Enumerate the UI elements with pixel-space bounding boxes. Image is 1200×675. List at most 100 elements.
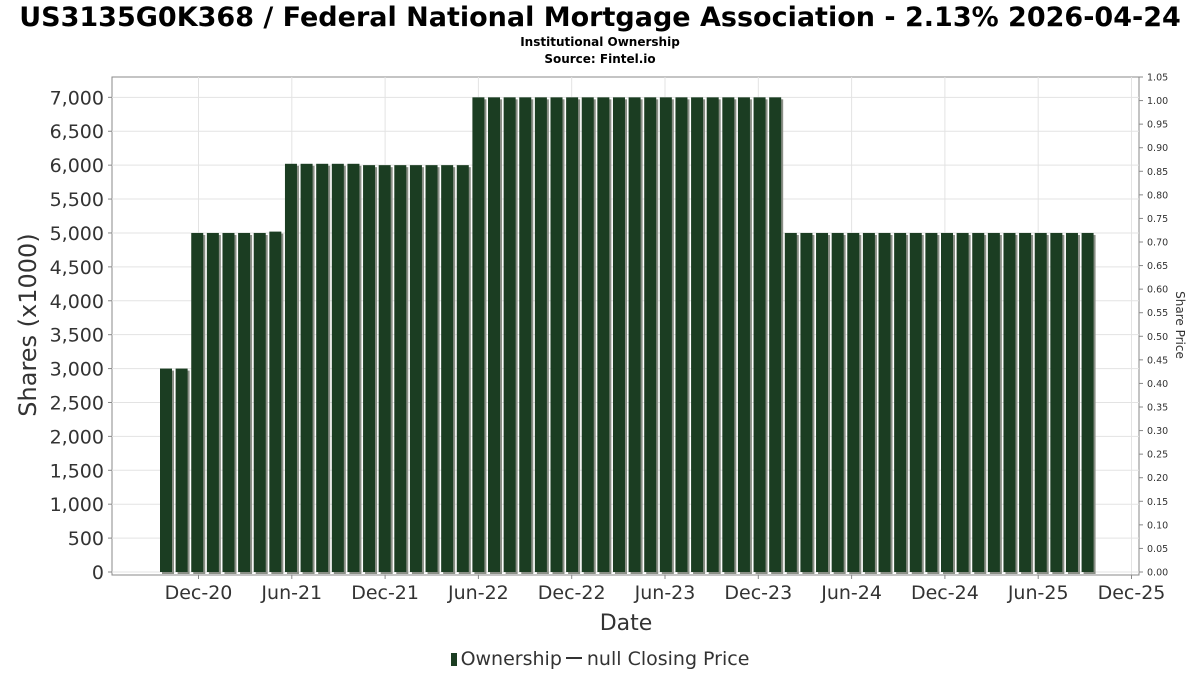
bar-33 — [675, 97, 688, 572]
bar-39 — [769, 97, 782, 572]
bar-18 — [441, 165, 454, 572]
y2-tick-label-16: 0.80 — [1147, 190, 1168, 201]
bar-53 — [987, 232, 1000, 572]
bar-44 — [847, 232, 860, 572]
y-tick-label-12: 6,000 — [50, 155, 104, 177]
y-tick-label-3: 1,500 — [50, 460, 104, 482]
y2-tick-label-4: 0.20 — [1147, 473, 1168, 484]
bar-40 — [784, 232, 797, 572]
bar-16 — [409, 165, 422, 572]
x-tick-label-7: Jun-24 — [820, 582, 882, 604]
bar-35 — [706, 97, 719, 572]
bar-19 — [456, 165, 469, 572]
bar-24 — [534, 97, 547, 572]
y-tick-label-1: 500 — [68, 528, 104, 550]
x-axis-title: Date — [600, 611, 653, 636]
y-tick-label-5: 2,500 — [50, 392, 104, 414]
y2-tick-label-7: 0.35 — [1147, 403, 1168, 414]
y2-axis-title: Share Price — [1173, 291, 1187, 359]
y2-tick-label-8: 0.40 — [1147, 379, 1168, 390]
x-tick-label-2: Dec-21 — [351, 582, 419, 604]
bar-21 — [488, 97, 501, 572]
y-tick-label-13: 6,500 — [50, 121, 104, 143]
legend: Ownership null Closing Price — [0, 648, 1200, 670]
y2-tick-label-3: 0.15 — [1147, 497, 1168, 508]
bar-57 — [1050, 232, 1063, 572]
y-tick-label-8: 4,000 — [50, 291, 104, 313]
bar-6 — [253, 232, 266, 572]
y2-tick-label-0: 0.00 — [1147, 568, 1168, 579]
bar-46 — [878, 232, 891, 572]
y2-tick-label-5: 0.25 — [1147, 450, 1168, 461]
bar-52 — [972, 232, 985, 572]
bar-5 — [238, 232, 251, 572]
y-tick-label-4: 2,000 — [50, 426, 104, 448]
bar-28 — [597, 97, 610, 572]
bar-43 — [831, 232, 844, 572]
chart-subtitle-source: Source: Fintel.io — [544, 52, 656, 66]
bar-45 — [862, 232, 875, 572]
bar-48 — [909, 232, 922, 572]
y2-tick-label-6: 0.30 — [1147, 426, 1168, 437]
x-tick-label-6: Dec-23 — [724, 582, 792, 604]
bar-50 — [941, 232, 953, 572]
y-tick-label-2: 1,000 — [50, 494, 104, 516]
bar-27 — [581, 97, 594, 572]
bar-13 — [363, 165, 376, 572]
y2-tick-label-19: 0.95 — [1147, 120, 1168, 131]
bar-9 — [300, 163, 313, 572]
bar-2 — [191, 232, 204, 572]
bar-55 — [1019, 232, 1032, 572]
bar-49 — [925, 232, 938, 572]
y2-tick-label-17: 0.85 — [1147, 167, 1168, 178]
bar-17 — [425, 165, 438, 572]
y2-tick-label-13: 0.65 — [1147, 261, 1168, 272]
y2-tick-label-10: 0.50 — [1147, 332, 1168, 343]
bar-42 — [816, 232, 829, 572]
x-tick-label-1: Jun-21 — [260, 582, 322, 604]
y2-tick-label-21: 1.05 — [1147, 73, 1168, 84]
bar-11 — [331, 163, 344, 572]
bar-51 — [956, 232, 969, 572]
bar-59 — [1081, 232, 1094, 572]
bar-12 — [347, 163, 360, 572]
bar-10 — [316, 163, 329, 572]
bar-34 — [691, 97, 704, 572]
y-tick-label-9: 4,500 — [50, 257, 104, 279]
y2-tick-label-11: 0.55 — [1147, 308, 1168, 319]
bar-58 — [1065, 232, 1078, 572]
y2-tick-label-2: 0.10 — [1147, 520, 1168, 531]
y-tick-label-6: 3,000 — [50, 359, 104, 381]
y2-tick-label-20: 1.00 — [1147, 96, 1168, 107]
bar-23 — [519, 97, 532, 572]
x-tick-label-4: Dec-22 — [538, 582, 606, 604]
bar-0 — [160, 368, 172, 572]
y-axis-title: Shares (x1000) — [14, 233, 42, 416]
x-tick-label-0: Dec-20 — [165, 582, 233, 604]
ownership-legend-label: Ownership — [460, 648, 562, 670]
chart-subtitle-ownership: Institutional Ownership — [520, 35, 680, 49]
y-tick-label-7: 3,500 — [50, 325, 104, 347]
bar-15 — [394, 165, 407, 572]
x-tick-label-8: Dec-24 — [911, 582, 979, 604]
x-tick-label-5: Jun-23 — [634, 582, 696, 604]
bar-56 — [1034, 232, 1047, 572]
y-tick-label-0: 0 — [92, 562, 104, 584]
bar-41 — [800, 232, 813, 572]
bar-32 — [659, 97, 672, 572]
bar-31 — [644, 97, 657, 572]
y2-tick-label-9: 0.45 — [1147, 355, 1168, 366]
bar-37 — [737, 97, 750, 572]
bar-36 — [722, 97, 735, 572]
y2-tick-label-1: 0.05 — [1147, 544, 1168, 555]
bar-1 — [175, 368, 188, 572]
chart-title: US3135G0K368 / Federal National Mortgage… — [19, 2, 1181, 33]
y-tick-label-14: 7,000 — [50, 87, 104, 109]
y2-tick-label-14: 0.70 — [1147, 238, 1168, 249]
bar-30 — [628, 97, 641, 572]
bar-29 — [612, 97, 625, 572]
price-legend-line — [565, 657, 582, 659]
price-legend-label: null Closing Price — [586, 648, 750, 670]
bar-25 — [550, 97, 563, 572]
